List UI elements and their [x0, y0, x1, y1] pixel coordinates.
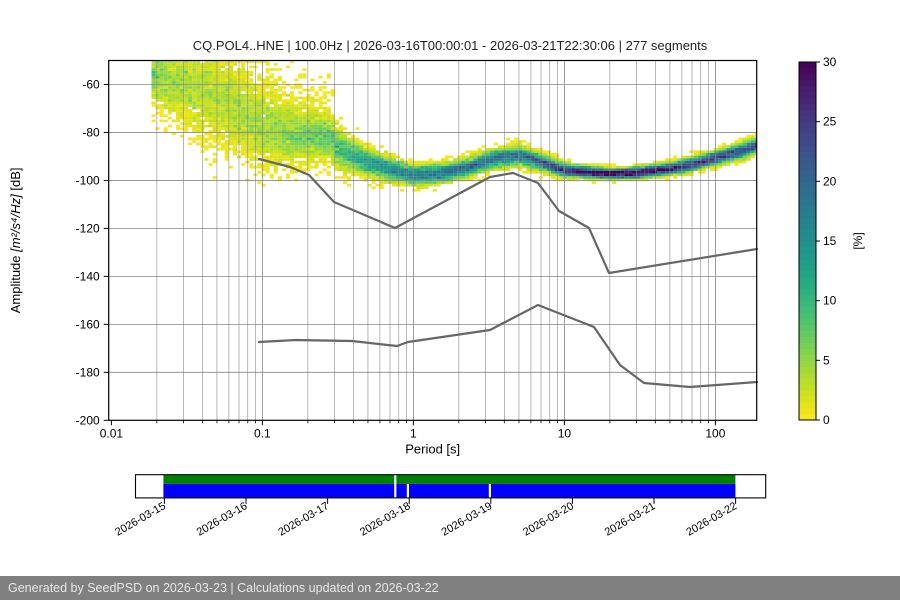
- svg-text:15: 15: [823, 234, 837, 248]
- svg-text:10: 10: [558, 426, 572, 440]
- svg-text:2026-03-17: 2026-03-17: [276, 500, 331, 539]
- svg-text:-140: -140: [76, 269, 100, 283]
- svg-text:30: 30: [823, 55, 837, 69]
- svg-text:[%]: [%]: [851, 232, 865, 249]
- svg-text:20: 20: [823, 174, 837, 188]
- svg-text:-120: -120: [76, 221, 100, 235]
- svg-text:0.1: 0.1: [254, 426, 271, 440]
- svg-text:-180: -180: [76, 365, 100, 379]
- svg-text:5: 5: [823, 353, 830, 367]
- svg-text:Amplitude [m²/s⁴/Hz] [dB]: Amplitude [m²/s⁴/Hz] [dB]: [8, 168, 23, 314]
- svg-text:2026-03-21: 2026-03-21: [603, 500, 658, 539]
- svg-text:2026-03-18: 2026-03-18: [358, 500, 413, 539]
- svg-text:10: 10: [823, 294, 837, 308]
- svg-text:2026-03-15: 2026-03-15: [113, 500, 168, 539]
- svg-text:-100: -100: [76, 173, 100, 187]
- svg-text:-160: -160: [76, 317, 100, 331]
- svg-text:0.01: 0.01: [100, 426, 124, 440]
- svg-text:0: 0: [823, 413, 830, 427]
- svg-text:-200: -200: [76, 413, 100, 427]
- svg-text:-60: -60: [82, 77, 100, 91]
- svg-text:2026-03-22: 2026-03-22: [684, 500, 739, 539]
- svg-text:2026-03-20: 2026-03-20: [521, 500, 576, 539]
- svg-text:-80: -80: [82, 125, 100, 139]
- svg-text:2026-03-19: 2026-03-19: [440, 500, 495, 539]
- svg-text:100: 100: [705, 426, 725, 440]
- svg-text:2026-03-16: 2026-03-16: [195, 500, 250, 539]
- svg-text:25: 25: [823, 115, 837, 129]
- svg-text:1: 1: [410, 426, 417, 440]
- svg-text:Period [s]: Period [s]: [405, 441, 460, 456]
